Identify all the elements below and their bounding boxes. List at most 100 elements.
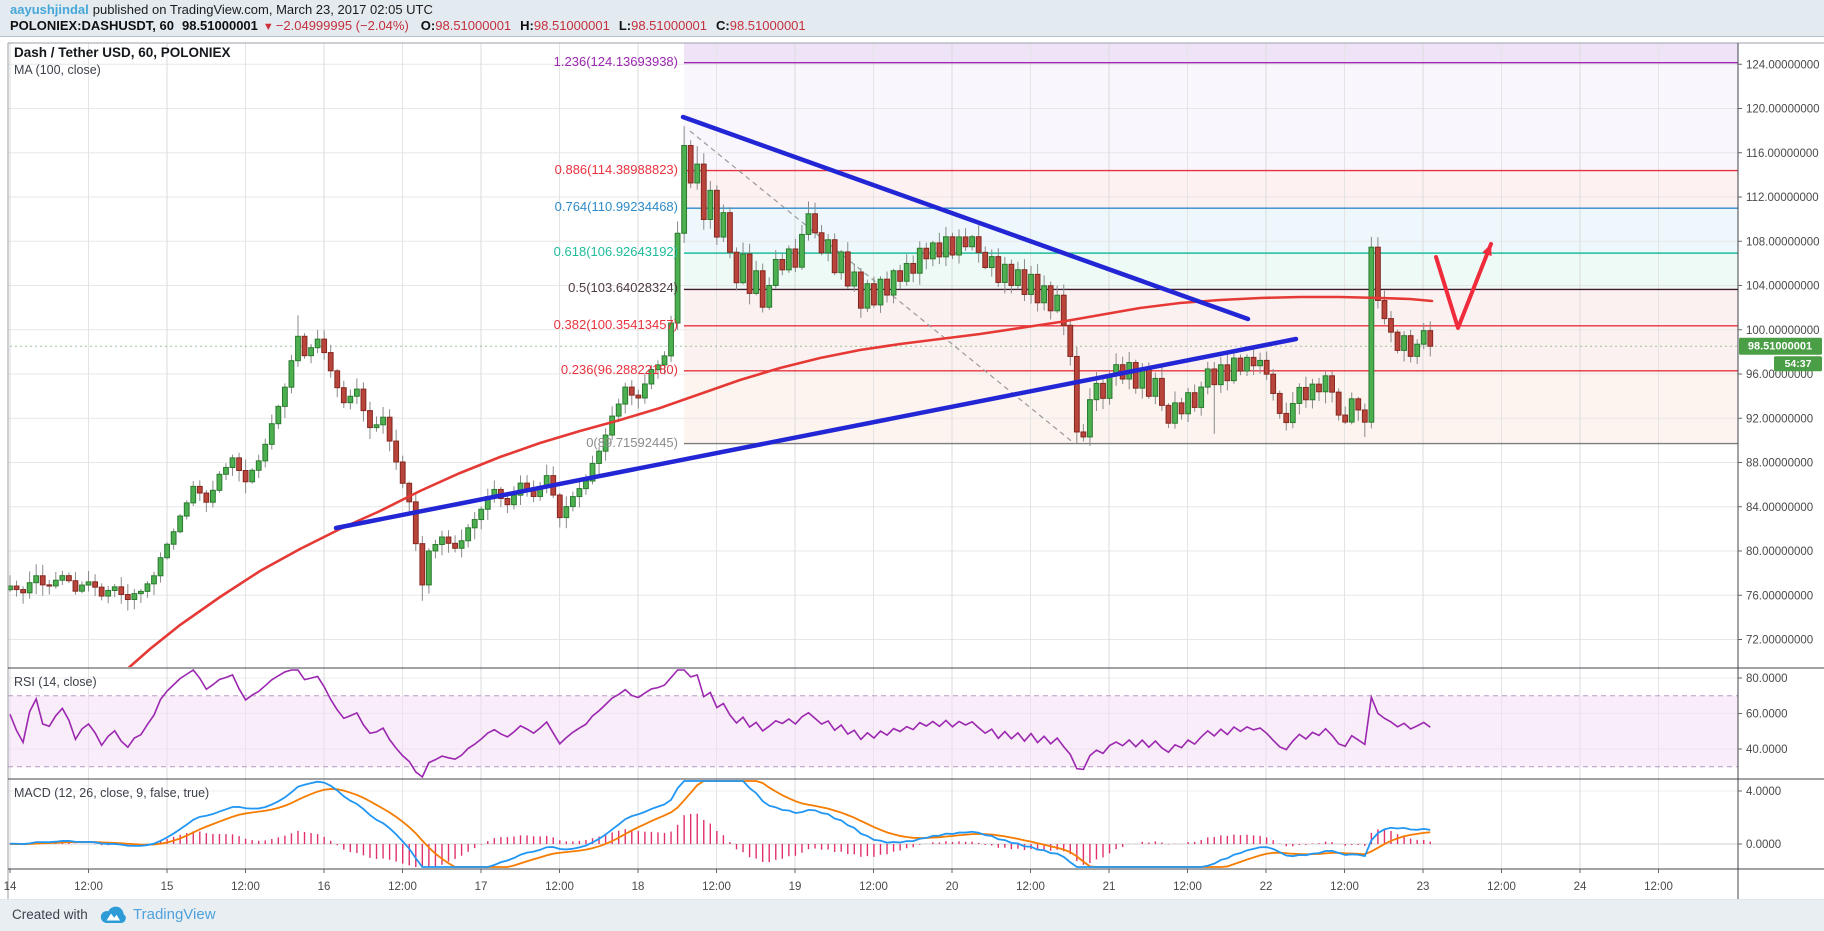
candle <box>308 347 314 357</box>
candle <box>772 258 779 286</box>
published-text: published on TradingView.com, March 23, … <box>92 2 433 17</box>
candle <box>406 482 413 503</box>
time-axis-label[interactable]: 16 <box>318 881 331 893</box>
price-axis-label[interactable]: 80.00000000 <box>1746 546 1813 558</box>
time-axis-label[interactable]: 12:00 <box>231 881 260 893</box>
time-axis-label[interactable]: 12:00 <box>702 881 731 893</box>
candle <box>1388 318 1394 333</box>
candle <box>327 352 334 372</box>
time-axis-label[interactable]: 23 <box>1417 881 1430 893</box>
candle <box>674 232 681 324</box>
macd-histogram <box>9 813 1431 867</box>
candle <box>347 395 354 404</box>
rsi-axis-label[interactable]: 40.0000 <box>1746 744 1788 756</box>
time-axis-label[interactable]: 12:00 <box>1487 881 1516 893</box>
candle <box>1427 330 1434 347</box>
candle <box>1041 285 1048 304</box>
candle <box>419 543 426 586</box>
candle <box>1342 414 1349 423</box>
header-bar: aayushjindal published on TradingView.com… <box>0 0 1824 36</box>
candle <box>511 494 517 506</box>
candle <box>759 270 766 308</box>
candle <box>314 338 321 349</box>
time-axis-label[interactable]: 12:00 <box>1330 881 1359 893</box>
price-axis-label[interactable]: 108.00000000 <box>1746 236 1820 248</box>
candle <box>720 212 727 238</box>
time-axis-label[interactable]: 20 <box>946 881 959 893</box>
tradingview-logo-icon[interactable] <box>100 905 126 930</box>
macd-axis-label[interactable]: 4.0000 <box>1746 786 1781 798</box>
candle <box>871 283 877 306</box>
time-axis-label[interactable]: 12:00 <box>1644 881 1673 893</box>
price-axis-label[interactable]: 100.00000000 <box>1746 325 1820 337</box>
price-axis-label[interactable]: 72.00000000 <box>1746 635 1813 647</box>
rsi-axis-label[interactable]: 60.0000 <box>1746 709 1788 721</box>
candle <box>713 189 720 238</box>
candle <box>1106 374 1113 399</box>
candle <box>1401 335 1407 351</box>
time-axis-label[interactable]: 15 <box>161 881 174 893</box>
time-axis-label[interactable]: 12:00 <box>1173 881 1202 893</box>
candle <box>727 212 733 253</box>
time-axis-label[interactable]: 12:00 <box>1016 881 1045 893</box>
tradingview-brand-link[interactable]: TradingView <box>133 906 216 923</box>
candle <box>988 256 995 269</box>
fib-trend-dashed-line[interactable] <box>689 130 1076 445</box>
candle <box>589 462 596 482</box>
candle <box>1093 382 1100 401</box>
symbol-line: POLONIEX:DASHUSDT, 60 98.51000001 ▼ −2.0499… <box>10 18 815 33</box>
candle <box>1348 398 1355 423</box>
trendline-ascending[interactable] <box>333 336 1299 531</box>
ma-line[interactable] <box>125 295 1434 671</box>
rsi-axis-label[interactable]: 80.0000 <box>1746 673 1788 685</box>
candle <box>681 145 688 234</box>
price-axis-label[interactable]: 76.00000000 <box>1746 590 1813 602</box>
candle <box>1165 404 1172 424</box>
time-axis-label[interactable]: 21 <box>1103 881 1116 893</box>
fib-band <box>684 43 1738 63</box>
price-axis-label[interactable]: 84.00000000 <box>1746 502 1813 514</box>
price-axis-label[interactable]: 116.00000000 <box>1746 148 1819 160</box>
price-axis-label[interactable]: 112.00000000 <box>1746 192 1819 204</box>
candle <box>563 506 570 519</box>
rsi-line <box>9 669 1431 778</box>
time-axis-label[interactable]: 19 <box>789 881 802 893</box>
candle <box>890 270 897 296</box>
price-axis-label[interactable]: 92.00000000 <box>1746 413 1813 425</box>
candle <box>209 489 216 503</box>
price-axis-label[interactable]: 96.00000000 <box>1746 369 1813 381</box>
price-axis-label[interactable]: 88.00000000 <box>1746 458 1813 470</box>
footer-bar: Created with TradingView <box>0 900 1824 931</box>
bounce-arrow[interactable] <box>1434 242 1493 330</box>
time-axis-label[interactable]: 14 <box>4 881 17 893</box>
candle <box>648 369 655 385</box>
candle <box>1178 402 1185 415</box>
candle <box>569 496 576 508</box>
candle <box>249 469 256 483</box>
price-axis-label[interactable]: 124.00000000 <box>1746 59 1820 71</box>
time-axis-label[interactable]: 12:00 <box>388 881 417 893</box>
candle <box>694 163 701 184</box>
chart-canvas[interactable]: 124.00000000 120.00000000 116.00000000 112.… <box>0 37 1824 901</box>
time-axis-label[interactable]: 18 <box>632 881 645 893</box>
time-axis-label[interactable]: 12:00 <box>545 881 574 893</box>
author-link[interactable]: aayushjindal <box>10 2 89 17</box>
candle <box>1145 368 1152 397</box>
macd-axis-label[interactable]: 0.0000 <box>1746 839 1781 851</box>
candle <box>1224 364 1231 382</box>
time-axis-label[interactable]: 12:00 <box>74 881 103 893</box>
candle <box>929 242 936 260</box>
trendline-descending[interactable] <box>680 114 1251 322</box>
time-axis-label[interactable]: 24 <box>1574 881 1587 893</box>
time-axis-label[interactable]: 22 <box>1260 881 1273 893</box>
candle <box>1054 294 1061 312</box>
time-axis-label[interactable]: 17 <box>475 881 488 893</box>
candle <box>1309 383 1316 401</box>
price-axis-label[interactable]: 120.00000000 <box>1746 104 1820 116</box>
price-axis-label[interactable]: 104.00000000 <box>1746 281 1820 293</box>
candle <box>1139 368 1146 389</box>
candle <box>1394 331 1401 351</box>
candle <box>1080 431 1087 438</box>
time-axis-label[interactable]: 12:00 <box>859 881 888 893</box>
candle <box>838 251 845 274</box>
